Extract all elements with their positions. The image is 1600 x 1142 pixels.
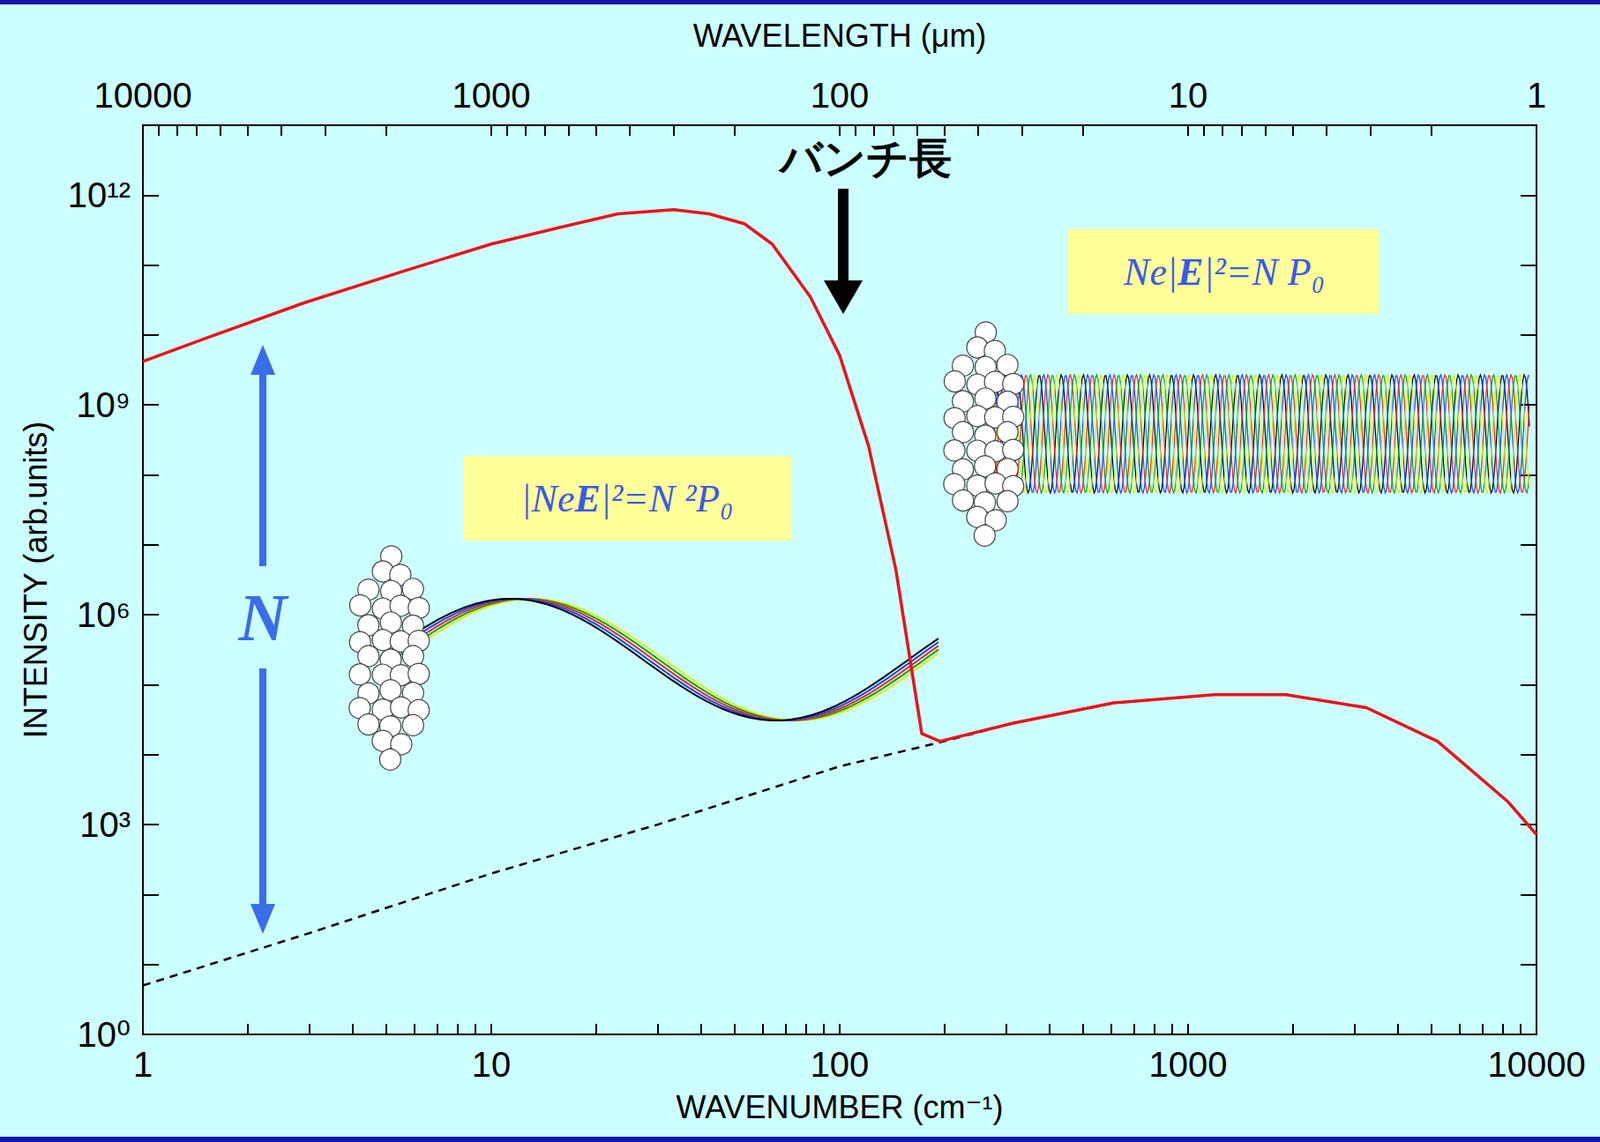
svg-text:|²=N P₀: |²=N P₀ (1203, 250, 1325, 294)
svg-text:|²=N ²P₀: |²=N ²P₀ (600, 477, 734, 521)
svg-text:|Ne: |Ne (520, 477, 575, 521)
svg-text:10⁰: 10⁰ (76, 1015, 131, 1055)
svg-text:100: 100 (810, 1045, 870, 1085)
svg-text:10⁶: 10⁶ (76, 595, 131, 635)
svg-text:10⁹: 10⁹ (75, 385, 131, 425)
svg-text:WAVENUMBER (cm⁻¹): WAVENUMBER (cm⁻¹) (676, 1089, 1004, 1126)
svg-text:1: 1 (133, 1045, 153, 1085)
svg-text:1000: 1000 (452, 75, 531, 115)
svg-text:Ne|: Ne| (1122, 250, 1178, 294)
svg-text:100: 100 (810, 75, 870, 115)
svg-text:1: 1 (1526, 75, 1547, 115)
svg-text:E: E (1176, 250, 1204, 294)
svg-text:10000: 10000 (1487, 1045, 1586, 1085)
svg-text:INTENSITY (arb.units): INTENSITY (arb.units) (17, 421, 54, 739)
svg-text:10: 10 (1168, 75, 1209, 115)
svg-text:10¹²: 10¹² (67, 175, 131, 215)
svg-text:WAVELENGTH (μm): WAVELENGTH (μm) (693, 17, 987, 54)
svg-text:バンチ長: バンチ長 (777, 133, 952, 183)
svg-text:10³: 10³ (79, 805, 131, 845)
svg-text:N: N (238, 580, 291, 655)
svg-text:10000: 10000 (93, 75, 192, 115)
svg-text:1000: 1000 (1149, 1045, 1228, 1085)
svg-text:10: 10 (471, 1045, 512, 1085)
svg-text:E: E (573, 477, 600, 521)
